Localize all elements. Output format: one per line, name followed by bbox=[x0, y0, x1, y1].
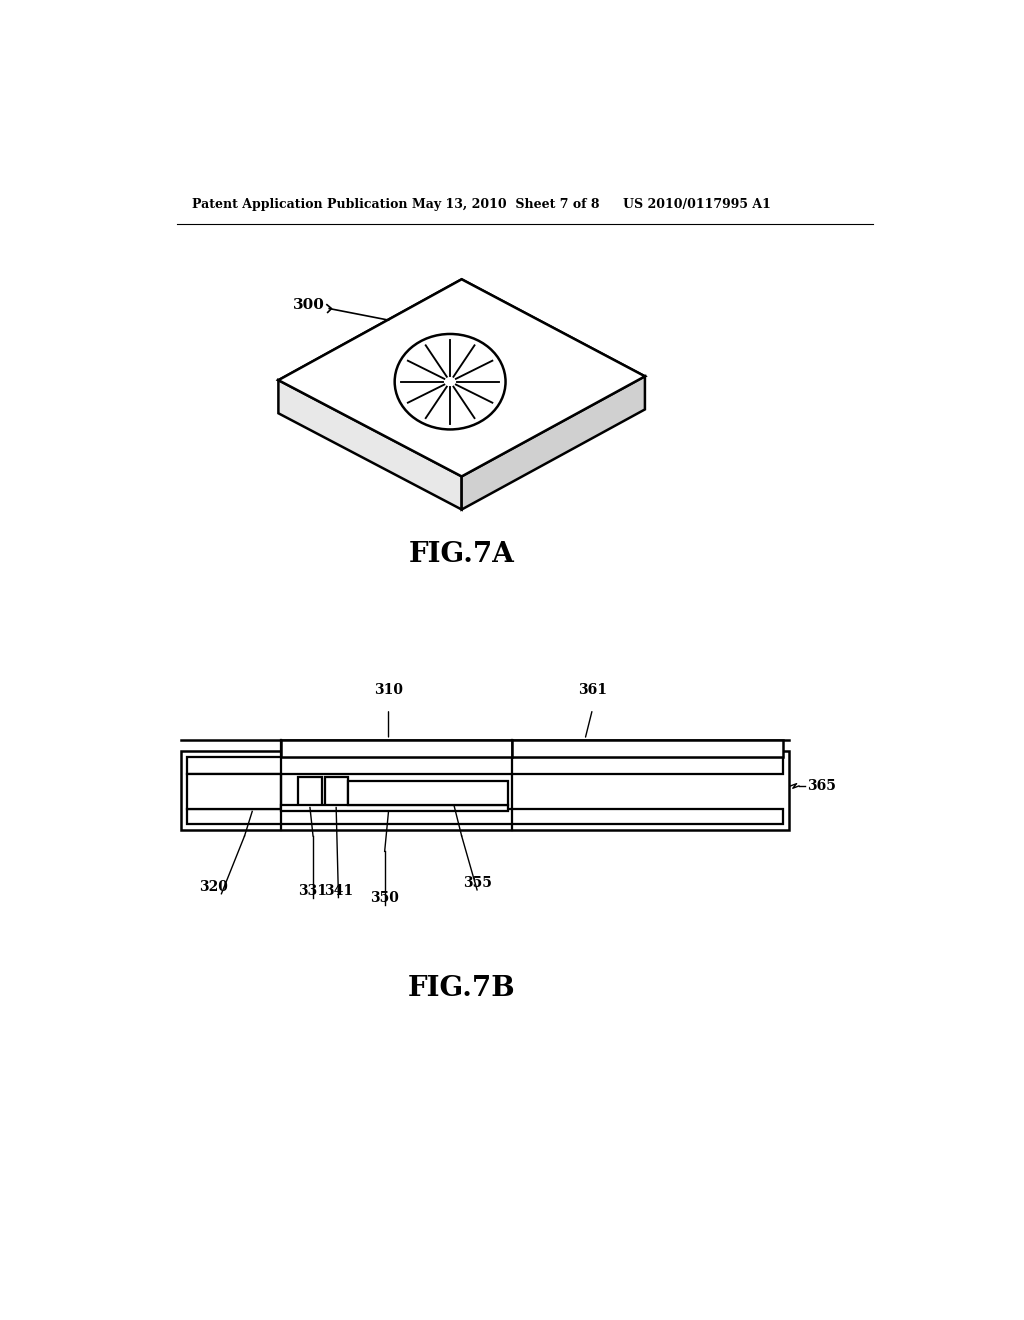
Polygon shape bbox=[279, 380, 462, 510]
Bar bbox=[298, 776, 322, 808]
Text: 300: 300 bbox=[293, 298, 325, 312]
Text: 361: 361 bbox=[579, 684, 607, 697]
Text: May 13, 2010  Sheet 7 of 8: May 13, 2010 Sheet 7 of 8 bbox=[412, 198, 599, 211]
Polygon shape bbox=[279, 280, 645, 477]
Bar bbox=[512, 739, 782, 758]
Polygon shape bbox=[279, 280, 645, 477]
Bar bbox=[348, 780, 508, 805]
Bar bbox=[186, 809, 782, 825]
Bar bbox=[281, 739, 512, 758]
Text: 331: 331 bbox=[299, 883, 328, 898]
Bar bbox=[180, 751, 788, 830]
Text: 350: 350 bbox=[371, 891, 399, 906]
Bar bbox=[186, 775, 281, 809]
Text: FIG.7A: FIG.7A bbox=[409, 541, 515, 568]
Bar bbox=[281, 805, 508, 812]
Text: 310: 310 bbox=[374, 684, 403, 697]
Text: FIG.7B: FIG.7B bbox=[408, 974, 515, 1002]
Text: 341: 341 bbox=[324, 883, 353, 898]
Bar bbox=[186, 758, 782, 775]
Text: 355: 355 bbox=[463, 876, 492, 890]
Text: 365: 365 bbox=[807, 779, 836, 793]
Polygon shape bbox=[462, 376, 645, 510]
Text: Patent Application Publication: Patent Application Publication bbox=[193, 198, 408, 211]
Text: US 2010/0117995 A1: US 2010/0117995 A1 bbox=[624, 198, 771, 211]
Bar bbox=[325, 776, 348, 808]
Text: 320: 320 bbox=[200, 879, 228, 894]
